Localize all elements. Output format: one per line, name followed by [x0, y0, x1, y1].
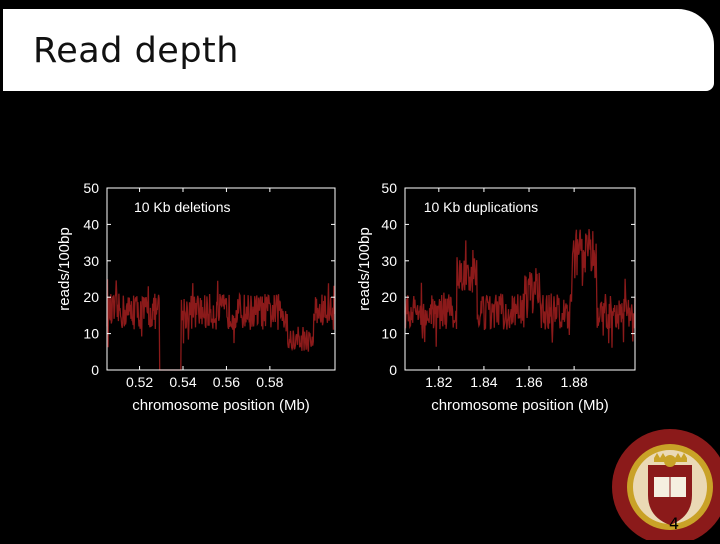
y-tick-label: 30 [83, 253, 99, 269]
slide-title: Read depth [33, 31, 239, 71]
y-tick-label: 10 [83, 326, 99, 342]
seal-sun [664, 455, 676, 467]
series-line [404, 229, 636, 348]
x-axis-label: chromosome position (Mb) [132, 397, 310, 414]
chart-annotation: 10 Kb deletions [134, 199, 231, 215]
x-tick-label: 0.54 [169, 374, 196, 390]
x-tick-label: 1.84 [470, 374, 497, 390]
x-tick-label: 1.82 [425, 374, 452, 390]
duplications-chart-svg: 0 10 20 30 40 50 1.82 1.84 1.86 1.88 10 Kb duplica… [356, 180, 636, 414]
chart-annotation: 10 Kb duplications [424, 199, 538, 215]
y-tick-label: 40 [381, 216, 397, 232]
x-tick-label: 0.52 [126, 374, 153, 390]
x-tick-label: 0.58 [256, 374, 283, 390]
y-tick-label: 50 [83, 180, 99, 196]
plot-frame [404, 187, 636, 371]
y-tick-label: 0 [91, 362, 99, 378]
title-bar: Read depth [3, 9, 714, 91]
y-tick-label: 20 [381, 289, 397, 305]
page-number: 4 [669, 514, 680, 533]
y-tick-label: 40 [83, 216, 99, 232]
y-axis-label: reads/100bp [56, 227, 73, 310]
plot-frame [106, 187, 336, 371]
y-axis-label: reads/100bp [356, 227, 373, 310]
y-tick-label: 30 [381, 253, 397, 269]
x-tick-label: 1.86 [515, 374, 542, 390]
duplications-chart: 0 10 20 30 40 50 1.82 1.84 1.86 1.88 10 Kb duplica… [355, 170, 645, 420]
y-tick-label: 10 [381, 326, 397, 342]
x-axis-label: chromosome position (Mb) [431, 397, 609, 414]
y-tick-label: 50 [381, 180, 397, 196]
deletions-chart-svg: 0 10 20 30 40 50 0.52 0.54 0.56 0.58 10 Kb deletio… [56, 180, 336, 414]
y-tick-label: 20 [83, 289, 99, 305]
deletions-chart: 0 10 20 30 40 50 0.52 0.54 0.56 0.58 10 Kb deletio… [55, 170, 350, 420]
x-tick-label: 0.56 [213, 374, 240, 390]
series-line [106, 279, 336, 371]
y-tick-label: 0 [389, 362, 397, 378]
college-seal [610, 425, 720, 544]
x-tick-label: 1.88 [560, 374, 587, 390]
